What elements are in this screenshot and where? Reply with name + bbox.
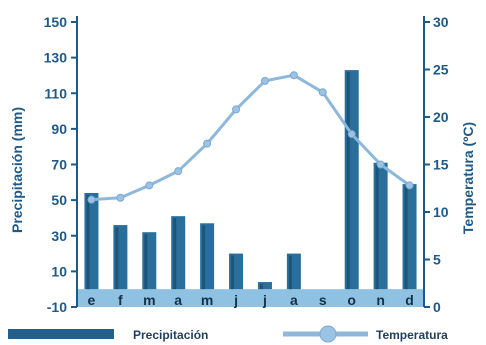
line-layer — [87, 71, 414, 204]
x-category-label: j — [233, 292, 238, 308]
category-band — [77, 289, 424, 307]
y-axis-left-title: Precipitación (mm) — [9, 107, 25, 233]
bar-stripe — [375, 164, 379, 290]
x-category-label: a — [174, 292, 182, 308]
temperature-point-6 — [260, 76, 269, 85]
bar-stripe — [259, 284, 263, 290]
y-left-tick-label: 30 — [51, 228, 67, 244]
bar-e-0 — [84, 193, 99, 290]
y-left-tick-label: 130 — [44, 50, 68, 66]
x-category-label: m — [143, 292, 155, 308]
x-category-label: f — [118, 292, 123, 308]
y-axis-right-title: Temperatura (ºC) — [460, 122, 476, 234]
bar-stripe — [86, 195, 90, 290]
temperature-point-2 — [145, 181, 154, 190]
bar-stripe — [404, 186, 408, 290]
temperature-point-7 — [289, 71, 298, 80]
y-left-tick-label: 110 — [44, 85, 67, 101]
bar-j-5 — [229, 253, 244, 290]
y-right-tick-label: 20 — [433, 109, 449, 125]
bar-m-4 — [200, 223, 215, 290]
y-right-tick-label: 15 — [433, 157, 449, 173]
bar-f-1 — [113, 225, 128, 290]
y-right-tick-label: 10 — [433, 204, 449, 220]
bar-stripe — [288, 255, 292, 290]
tick-label-layer: -10 10 30 50 70 90 110 130 150 0 5 10 15 20 25 30 — [44, 14, 449, 315]
bar-a-3 — [171, 216, 186, 290]
bar-stripe — [115, 227, 119, 290]
y-left-tick-label: 70 — [51, 157, 67, 173]
temperature-line — [91, 73, 411, 202]
bar-a-7 — [286, 253, 301, 290]
y-right-tick-label: 0 — [433, 299, 441, 315]
temperature-point-4 — [203, 139, 212, 148]
bar-stripe — [173, 218, 177, 290]
legend-temperature-label: Temperatura — [376, 328, 448, 342]
temperature-point-9 — [347, 130, 356, 139]
bar-stripe — [144, 234, 148, 290]
temperature-point-1 — [116, 193, 125, 202]
temperature-point-0 — [87, 195, 96, 204]
x-category-label: m — [201, 292, 213, 308]
bar-j-6 — [257, 282, 272, 290]
legend: Precipitación Temperatura — [8, 325, 448, 343]
bar-m-2 — [142, 232, 157, 290]
y-right-tick-label: 5 — [433, 252, 441, 268]
y-left-tick-label: -10 — [47, 299, 67, 315]
x-category-label: d — [405, 292, 414, 308]
legend-precipitation-label: Precipitación — [133, 328, 208, 342]
bar-d-11 — [402, 184, 417, 290]
axis-layer — [71, 16, 430, 308]
temperature-point-11 — [405, 181, 414, 190]
bar-stripe — [231, 255, 235, 290]
x-category-label: n — [376, 292, 385, 308]
legend-temperature-marker — [319, 325, 337, 343]
temperature-point-5 — [232, 105, 241, 114]
y-right-tick-label: 30 — [433, 14, 449, 30]
y-left-tick-label: 50 — [51, 192, 67, 208]
temperature-point-3 — [174, 167, 183, 176]
temperature-point-10 — [376, 160, 385, 169]
bar-layer — [84, 70, 417, 290]
x-category-label: j — [262, 292, 267, 308]
bar-body — [257, 282, 272, 290]
y-right-tick-label: 25 — [433, 62, 449, 78]
bar-o-9 — [344, 70, 359, 290]
bar-n-10 — [373, 162, 388, 290]
x-category-label: a — [290, 292, 298, 308]
y-left-tick-label: 90 — [51, 121, 67, 137]
legend-precipitation-swatch — [8, 329, 114, 339]
y-left-tick-label: 150 — [44, 14, 68, 30]
bar-stripe — [346, 72, 350, 290]
category-band-layer — [77, 289, 424, 307]
x-category-label: s — [319, 292, 327, 308]
bar-stripe — [202, 225, 206, 290]
x-category-label: e — [88, 292, 96, 308]
x-category-label: o — [347, 292, 356, 308]
y-left-tick-label: 10 — [51, 263, 67, 279]
temperature-point-8 — [318, 88, 327, 97]
